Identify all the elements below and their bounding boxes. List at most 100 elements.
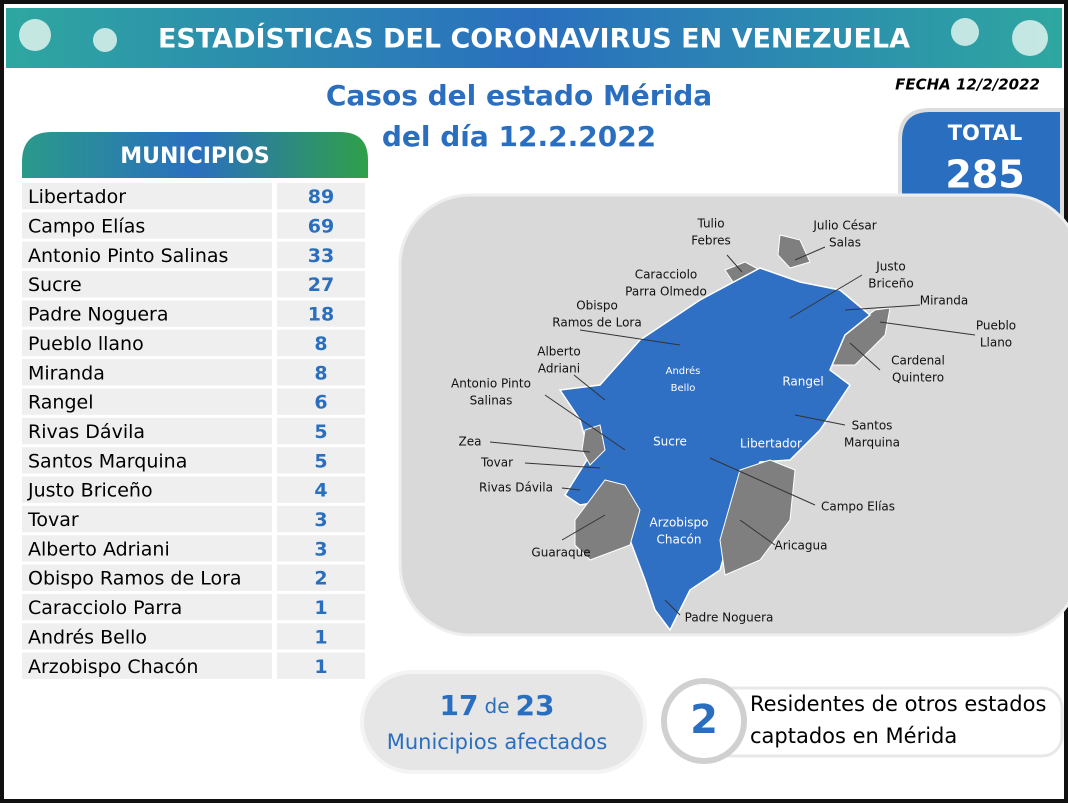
map-label: Marquina <box>844 436 900 450</box>
count-cell <box>277 329 365 357</box>
count-cell <box>277 388 365 415</box>
count-cell <box>277 300 365 327</box>
count-cell <box>277 241 365 269</box>
municipality-name: Libertador <box>28 186 126 208</box>
name-cell <box>22 212 272 239</box>
map-label: Pueblo <box>976 319 1016 333</box>
name-cell <box>22 329 272 357</box>
map-label: Obispo <box>576 299 618 313</box>
affected-label: Municipios afectados <box>387 730 608 754</box>
municipality-count: 5 <box>314 450 327 472</box>
map-region <box>719 459 796 576</box>
municipality-count: 6 <box>314 392 327 414</box>
municipality-count: 5 <box>314 421 327 443</box>
count-cell <box>277 652 365 679</box>
name-cell <box>22 593 272 621</box>
municipality-name: Alberto Adriani <box>28 538 170 560</box>
residents-count: 2 <box>690 697 718 743</box>
count-cell <box>277 417 365 445</box>
municipality-count: 8 <box>314 362 327 384</box>
municipality-name: Campo Elías <box>28 216 145 238</box>
residents-text: captados en Mérida <box>750 724 957 748</box>
count-cell <box>277 623 365 650</box>
municipality-name: Caracciolo Parra <box>28 597 182 619</box>
map-label: Andrés <box>666 365 701 377</box>
count-cell <box>277 271 365 298</box>
subtitle: del día 12.2.2022 <box>382 120 656 153</box>
municipality-count: 33 <box>308 245 334 267</box>
municipality-name: Pueblo llano <box>28 333 144 355</box>
name-cell <box>22 300 272 327</box>
count-cell <box>277 535 365 562</box>
residents-text: Residentes de otros estados <box>750 692 1046 716</box>
map-region <box>581 424 606 466</box>
table-rows: Libertador 89 Campo Elías 69 Antonio Pinto S… <box>22 183 365 679</box>
municipality-count: 3 <box>314 509 327 531</box>
residents-circle <box>661 678 747 764</box>
table-header-bg <box>22 132 368 178</box>
map-label: Salas <box>829 236 861 250</box>
affected-connector: de <box>485 694 510 718</box>
total-value: 285 <box>945 153 1024 197</box>
map-label: Rivas Dávila <box>479 481 553 495</box>
map-label: Aricagua <box>774 539 827 553</box>
affected-count: 17 <box>440 689 479 722</box>
affected-count: 17 de 23 <box>440 689 555 722</box>
map-labels: Tulio Febres Julio César Salas Caracciolo Par… <box>451 217 1016 625</box>
count-cell <box>277 476 365 503</box>
municipality-name: Padre Noguera <box>28 304 169 326</box>
map-label: Justo <box>875 260 905 274</box>
map-label: Sucre <box>653 435 687 449</box>
map-label: Alberto <box>537 345 581 359</box>
map-label: Miranda <box>920 294 969 308</box>
map-label: Llano <box>980 336 1012 350</box>
count-cell <box>277 183 365 210</box>
name-cell <box>22 183 272 210</box>
map-label: Rangel <box>782 375 823 389</box>
map-label: Febres <box>691 234 731 248</box>
affected-box <box>360 670 647 774</box>
map-label: Arzobispo <box>650 516 709 530</box>
virus-icons <box>19 18 1048 56</box>
count-cell <box>277 593 365 621</box>
name-cell <box>22 271 272 298</box>
count-cell <box>277 212 365 239</box>
map-label: Campo Elías <box>821 500 895 514</box>
map-region <box>574 479 641 561</box>
name-cell <box>22 388 272 415</box>
count-cell <box>277 564 365 591</box>
count-cell <box>277 447 365 474</box>
municipality-count: 3 <box>314 538 327 560</box>
name-cell <box>22 652 272 679</box>
map-label: Antonio Pinto <box>451 377 531 391</box>
map-label: Briceño <box>868 277 913 291</box>
subtitle: Casos del estado Mérida <box>326 79 712 112</box>
municipality-name: Antonio Pinto Salinas <box>28 245 228 267</box>
map-label: Chacón <box>657 533 702 547</box>
name-cell <box>22 241 272 269</box>
municipality-name: Santos Marquina <box>28 450 187 472</box>
municipality-count: 1 <box>314 656 327 678</box>
map-label: Santos <box>852 419 893 433</box>
map-label: Guaraque <box>531 546 590 560</box>
name-cell <box>22 476 272 503</box>
affected-total: 23 <box>516 689 555 722</box>
municipality-name: Arzobispo Chacón <box>28 656 198 678</box>
municipality-name: Obispo Ramos de Lora <box>28 568 242 590</box>
table-header: MUNICIPIOS <box>120 144 270 169</box>
map-label: Caracciolo <box>635 268 698 282</box>
municipality-count: 69 <box>308 216 334 238</box>
count-cell <box>277 505 365 533</box>
map-label: Libertador <box>740 437 802 451</box>
date: FECHA 12/2/2022 <box>895 76 1040 94</box>
map-label: Parra Olmedo <box>625 285 707 299</box>
municipality-count: 8 <box>314 333 327 355</box>
map-label: Tovar <box>480 456 513 470</box>
map-label: Tulio <box>696 217 724 231</box>
map-label: Julio César <box>812 219 876 233</box>
map-label: Salinas <box>470 394 513 408</box>
map-label: Bello <box>671 383 696 394</box>
map-label: Cardenal <box>891 354 945 368</box>
